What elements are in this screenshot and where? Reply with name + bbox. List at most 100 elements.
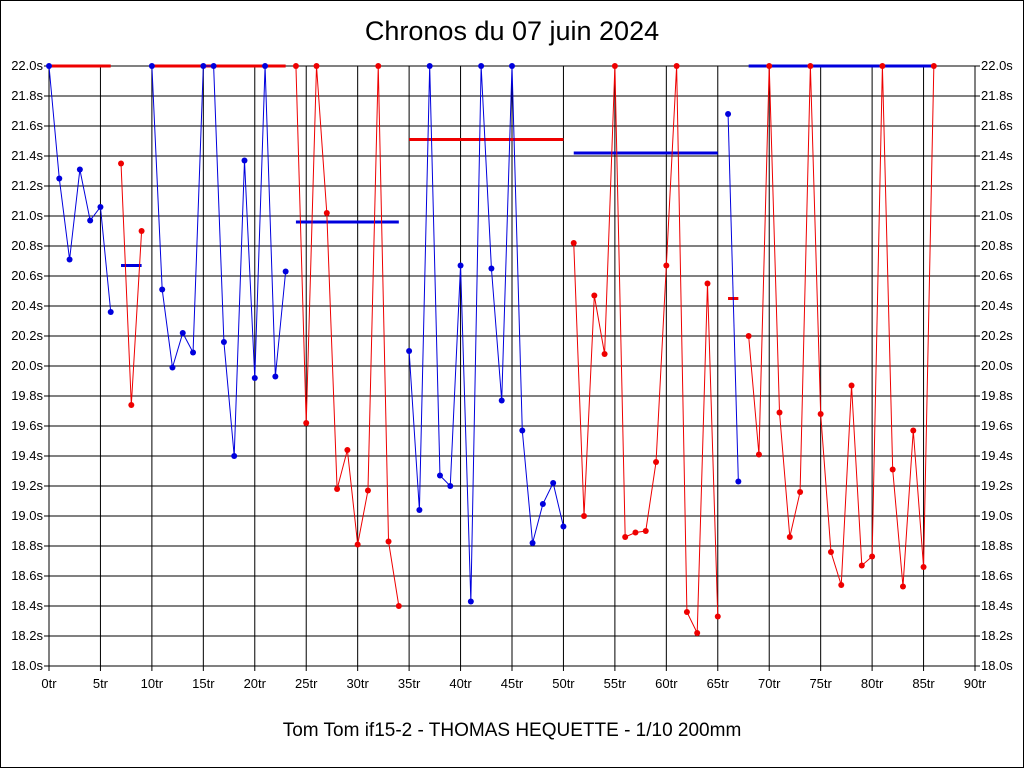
y-tick-label-left: 19.6s — [11, 418, 43, 433]
y-tick-label-right: 21.2s — [981, 178, 1013, 193]
data-point — [817, 411, 824, 417]
data-point — [241, 157, 248, 164]
data-point — [66, 256, 73, 263]
data-point — [550, 480, 557, 486]
data-point — [128, 402, 135, 408]
y-tick-label-right: 18.0s — [981, 658, 1013, 673]
y-tick-label-left: 18.0s — [11, 658, 43, 673]
y-tick-label-right: 21.4s — [981, 148, 1013, 163]
x-tick-label: 15tr — [192, 676, 215, 691]
data-point — [251, 375, 258, 381]
y-tick-label-left: 19.4s — [11, 448, 43, 463]
y-tick-label-right: 19.6s — [981, 418, 1013, 433]
data-point — [87, 217, 94, 224]
y-tick-label-left: 20.2s — [11, 328, 43, 343]
y-tick-label-left: 18.8s — [11, 538, 43, 553]
data-point — [76, 166, 83, 173]
data-point — [416, 507, 423, 513]
data-point — [797, 489, 804, 495]
y-tick-label-left: 21.6s — [11, 118, 43, 133]
data-point — [282, 268, 289, 275]
y-tick-label-right: 20.6s — [981, 268, 1013, 283]
y-tick-label-left: 19.2s — [11, 478, 43, 493]
data-point — [210, 63, 217, 69]
data-point — [436, 472, 443, 479]
y-tick-label-left: 21.8s — [11, 88, 43, 103]
x-tick-label: 45tr — [501, 676, 524, 691]
data-point — [560, 523, 567, 530]
data-point — [529, 540, 536, 546]
data-point — [107, 309, 114, 315]
data-point — [910, 427, 917, 434]
y-tick-label-right: 18.4s — [981, 598, 1013, 613]
data-point — [148, 63, 155, 69]
data-point — [354, 541, 361, 548]
y-tick-label-left: 18.2s — [11, 628, 43, 643]
data-point — [509, 63, 515, 69]
data-point — [323, 210, 330, 216]
data-point — [591, 292, 598, 299]
data-point — [467, 598, 474, 605]
y-tick-label-left: 21.0s — [11, 208, 43, 223]
series-lines — [48, 65, 935, 634]
data-point — [395, 603, 402, 609]
y-tick-label-left: 22.0s — [11, 58, 43, 73]
x-tick-label: 50tr — [552, 676, 575, 691]
series-points — [46, 63, 937, 636]
y-tick-label-right: 18.8s — [981, 538, 1013, 553]
y-tick-label-right: 21.6s — [981, 118, 1013, 133]
y-tick-label-right: 22.0s — [981, 58, 1013, 73]
data-point — [488, 265, 495, 272]
data-point — [169, 364, 176, 371]
y-tick-label-right: 20.0s — [981, 358, 1013, 373]
y-tick-label-left: 19.8s — [11, 388, 43, 403]
y-tick-label-right: 19.0s — [981, 508, 1013, 523]
data-point — [848, 382, 855, 389]
data-point — [46, 63, 52, 69]
data-point — [313, 63, 320, 69]
y-tick-label-left: 20.6s — [11, 268, 43, 283]
data-point — [786, 534, 793, 540]
x-tick-label: 0tr — [41, 676, 57, 691]
data-point — [406, 348, 413, 354]
y-tick-label-right: 21.8s — [981, 88, 1013, 103]
y-tick-label-right: 20.4s — [981, 298, 1013, 313]
data-point — [611, 63, 618, 69]
y-tick-label-left: 18.4s — [11, 598, 43, 613]
data-point — [375, 63, 382, 69]
data-point — [272, 373, 279, 380]
data-point — [622, 534, 629, 540]
series-line — [748, 65, 935, 587]
data-point — [478, 63, 485, 69]
y-tick-label-right: 20.2s — [981, 328, 1013, 343]
data-point — [920, 564, 927, 570]
data-point — [766, 63, 773, 69]
series-line — [573, 65, 719, 634]
series-line — [727, 113, 739, 482]
data-point — [694, 630, 701, 636]
data-point — [632, 529, 639, 536]
data-point — [879, 63, 886, 69]
x-tick-label: 80tr — [861, 676, 884, 691]
x-tick-label: 5tr — [93, 676, 109, 691]
y-tick-label-left: 20.4s — [11, 298, 43, 313]
series-line — [408, 65, 564, 602]
chart-subtitle: Tom Tom if15-2 - THOMAS HEQUETTE - 1/10 … — [282, 720, 742, 741]
data-point — [344, 447, 351, 453]
data-point — [663, 262, 670, 269]
data-point — [889, 466, 896, 473]
x-tick-label: 85tr — [912, 676, 935, 691]
data-point — [231, 453, 238, 459]
data-point — [673, 63, 680, 69]
y-tick-label-right: 19.2s — [981, 478, 1013, 493]
data-point — [200, 63, 207, 69]
series-line — [151, 65, 287, 457]
x-tick-label: 40tr — [449, 676, 472, 691]
x-tick-label: 70tr — [758, 676, 781, 691]
data-point — [745, 333, 752, 339]
data-point — [755, 451, 762, 458]
data-point — [714, 613, 721, 620]
data-point — [838, 582, 845, 588]
data-point — [735, 478, 742, 485]
data-point — [581, 513, 588, 519]
